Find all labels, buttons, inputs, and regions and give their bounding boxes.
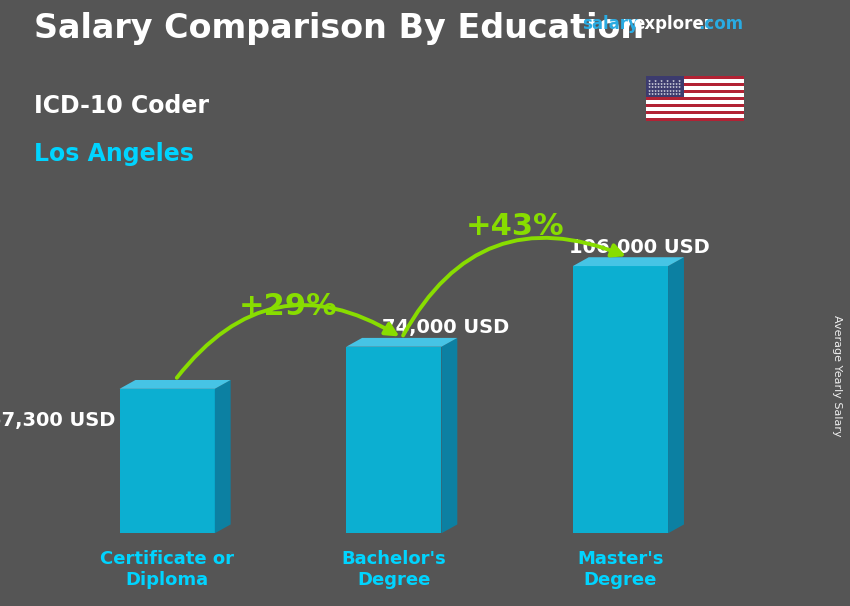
Text: Salary Comparison By Education: Salary Comparison By Education bbox=[34, 12, 644, 45]
Text: ★: ★ bbox=[648, 82, 650, 86]
Text: ★: ★ bbox=[660, 82, 663, 86]
Bar bbox=[646, 107, 744, 111]
Text: ★: ★ bbox=[672, 85, 675, 89]
Text: ★: ★ bbox=[666, 82, 669, 86]
Text: ★: ★ bbox=[677, 79, 681, 82]
Text: ★: ★ bbox=[650, 92, 654, 96]
Text: ★: ★ bbox=[650, 85, 654, 89]
Text: ★: ★ bbox=[660, 92, 663, 96]
Text: ★: ★ bbox=[648, 85, 650, 89]
Bar bbox=[646, 79, 744, 83]
Text: ★: ★ bbox=[654, 88, 656, 93]
Text: ★: ★ bbox=[663, 88, 666, 93]
FancyArrowPatch shape bbox=[403, 238, 622, 336]
Text: ★: ★ bbox=[650, 82, 654, 86]
Text: ICD-10 Coder: ICD-10 Coder bbox=[34, 94, 209, 118]
Text: ★: ★ bbox=[675, 88, 677, 93]
Text: ★: ★ bbox=[666, 92, 669, 96]
Text: ★: ★ bbox=[677, 85, 681, 89]
Text: ★: ★ bbox=[677, 92, 681, 96]
Text: ★: ★ bbox=[675, 85, 677, 89]
Bar bbox=[646, 100, 744, 104]
Text: ★: ★ bbox=[663, 92, 666, 96]
Polygon shape bbox=[120, 380, 230, 389]
Polygon shape bbox=[573, 257, 684, 266]
Text: ★: ★ bbox=[648, 79, 650, 82]
Text: ★: ★ bbox=[672, 88, 675, 93]
Text: ★: ★ bbox=[666, 85, 669, 89]
Bar bbox=[646, 93, 744, 97]
Text: ★: ★ bbox=[666, 88, 669, 93]
Polygon shape bbox=[441, 338, 457, 533]
Text: ★: ★ bbox=[660, 79, 663, 82]
Text: ★: ★ bbox=[654, 82, 656, 86]
Text: Los Angeles: Los Angeles bbox=[34, 142, 194, 167]
Text: ★: ★ bbox=[656, 92, 660, 96]
Text: 57,300 USD: 57,300 USD bbox=[0, 411, 115, 430]
Text: ★: ★ bbox=[672, 92, 675, 96]
Text: explorer: explorer bbox=[633, 15, 712, 33]
Text: ★: ★ bbox=[654, 92, 656, 96]
Text: ★: ★ bbox=[660, 85, 663, 89]
FancyArrowPatch shape bbox=[177, 305, 395, 378]
Text: ★: ★ bbox=[669, 92, 672, 96]
Text: +43%: +43% bbox=[466, 211, 564, 241]
Bar bbox=[646, 83, 744, 86]
Bar bbox=[646, 76, 683, 97]
Text: ★: ★ bbox=[669, 82, 672, 86]
Bar bbox=[646, 118, 744, 121]
Text: 74,000 USD: 74,000 USD bbox=[382, 318, 510, 338]
Text: ★: ★ bbox=[675, 82, 677, 86]
Text: ★: ★ bbox=[656, 85, 660, 89]
Text: ★: ★ bbox=[648, 88, 650, 93]
Bar bbox=[646, 104, 744, 107]
Polygon shape bbox=[573, 266, 668, 533]
Text: ★: ★ bbox=[675, 92, 677, 96]
Text: ★: ★ bbox=[669, 85, 672, 89]
Text: salary: salary bbox=[582, 15, 639, 33]
Text: ★: ★ bbox=[672, 79, 675, 82]
Polygon shape bbox=[668, 257, 684, 533]
Text: ★: ★ bbox=[660, 88, 663, 93]
Text: ★: ★ bbox=[669, 88, 672, 93]
Text: +29%: +29% bbox=[239, 292, 337, 321]
Text: ★: ★ bbox=[654, 79, 656, 82]
Text: ★: ★ bbox=[672, 82, 675, 86]
Text: ★: ★ bbox=[656, 88, 660, 93]
Bar bbox=[646, 86, 744, 90]
Text: ★: ★ bbox=[648, 92, 650, 96]
Bar bbox=[646, 90, 744, 93]
Bar bbox=[646, 111, 744, 114]
Polygon shape bbox=[346, 347, 441, 533]
Text: ★: ★ bbox=[656, 82, 660, 86]
Text: .com: .com bbox=[699, 15, 744, 33]
Text: ★: ★ bbox=[650, 88, 654, 93]
Text: ★: ★ bbox=[654, 85, 656, 89]
Text: ★: ★ bbox=[677, 82, 681, 86]
Text: ★: ★ bbox=[663, 85, 666, 89]
Polygon shape bbox=[215, 380, 230, 533]
Bar bbox=[646, 114, 744, 118]
Polygon shape bbox=[346, 338, 457, 347]
Bar bbox=[646, 97, 744, 100]
Text: Average Yearly Salary: Average Yearly Salary bbox=[832, 315, 842, 436]
Text: ★: ★ bbox=[666, 79, 669, 82]
Bar bbox=[646, 76, 744, 79]
Text: 106,000 USD: 106,000 USD bbox=[570, 238, 710, 256]
Polygon shape bbox=[120, 389, 215, 533]
Text: ★: ★ bbox=[677, 88, 681, 93]
Text: ★: ★ bbox=[663, 82, 666, 86]
